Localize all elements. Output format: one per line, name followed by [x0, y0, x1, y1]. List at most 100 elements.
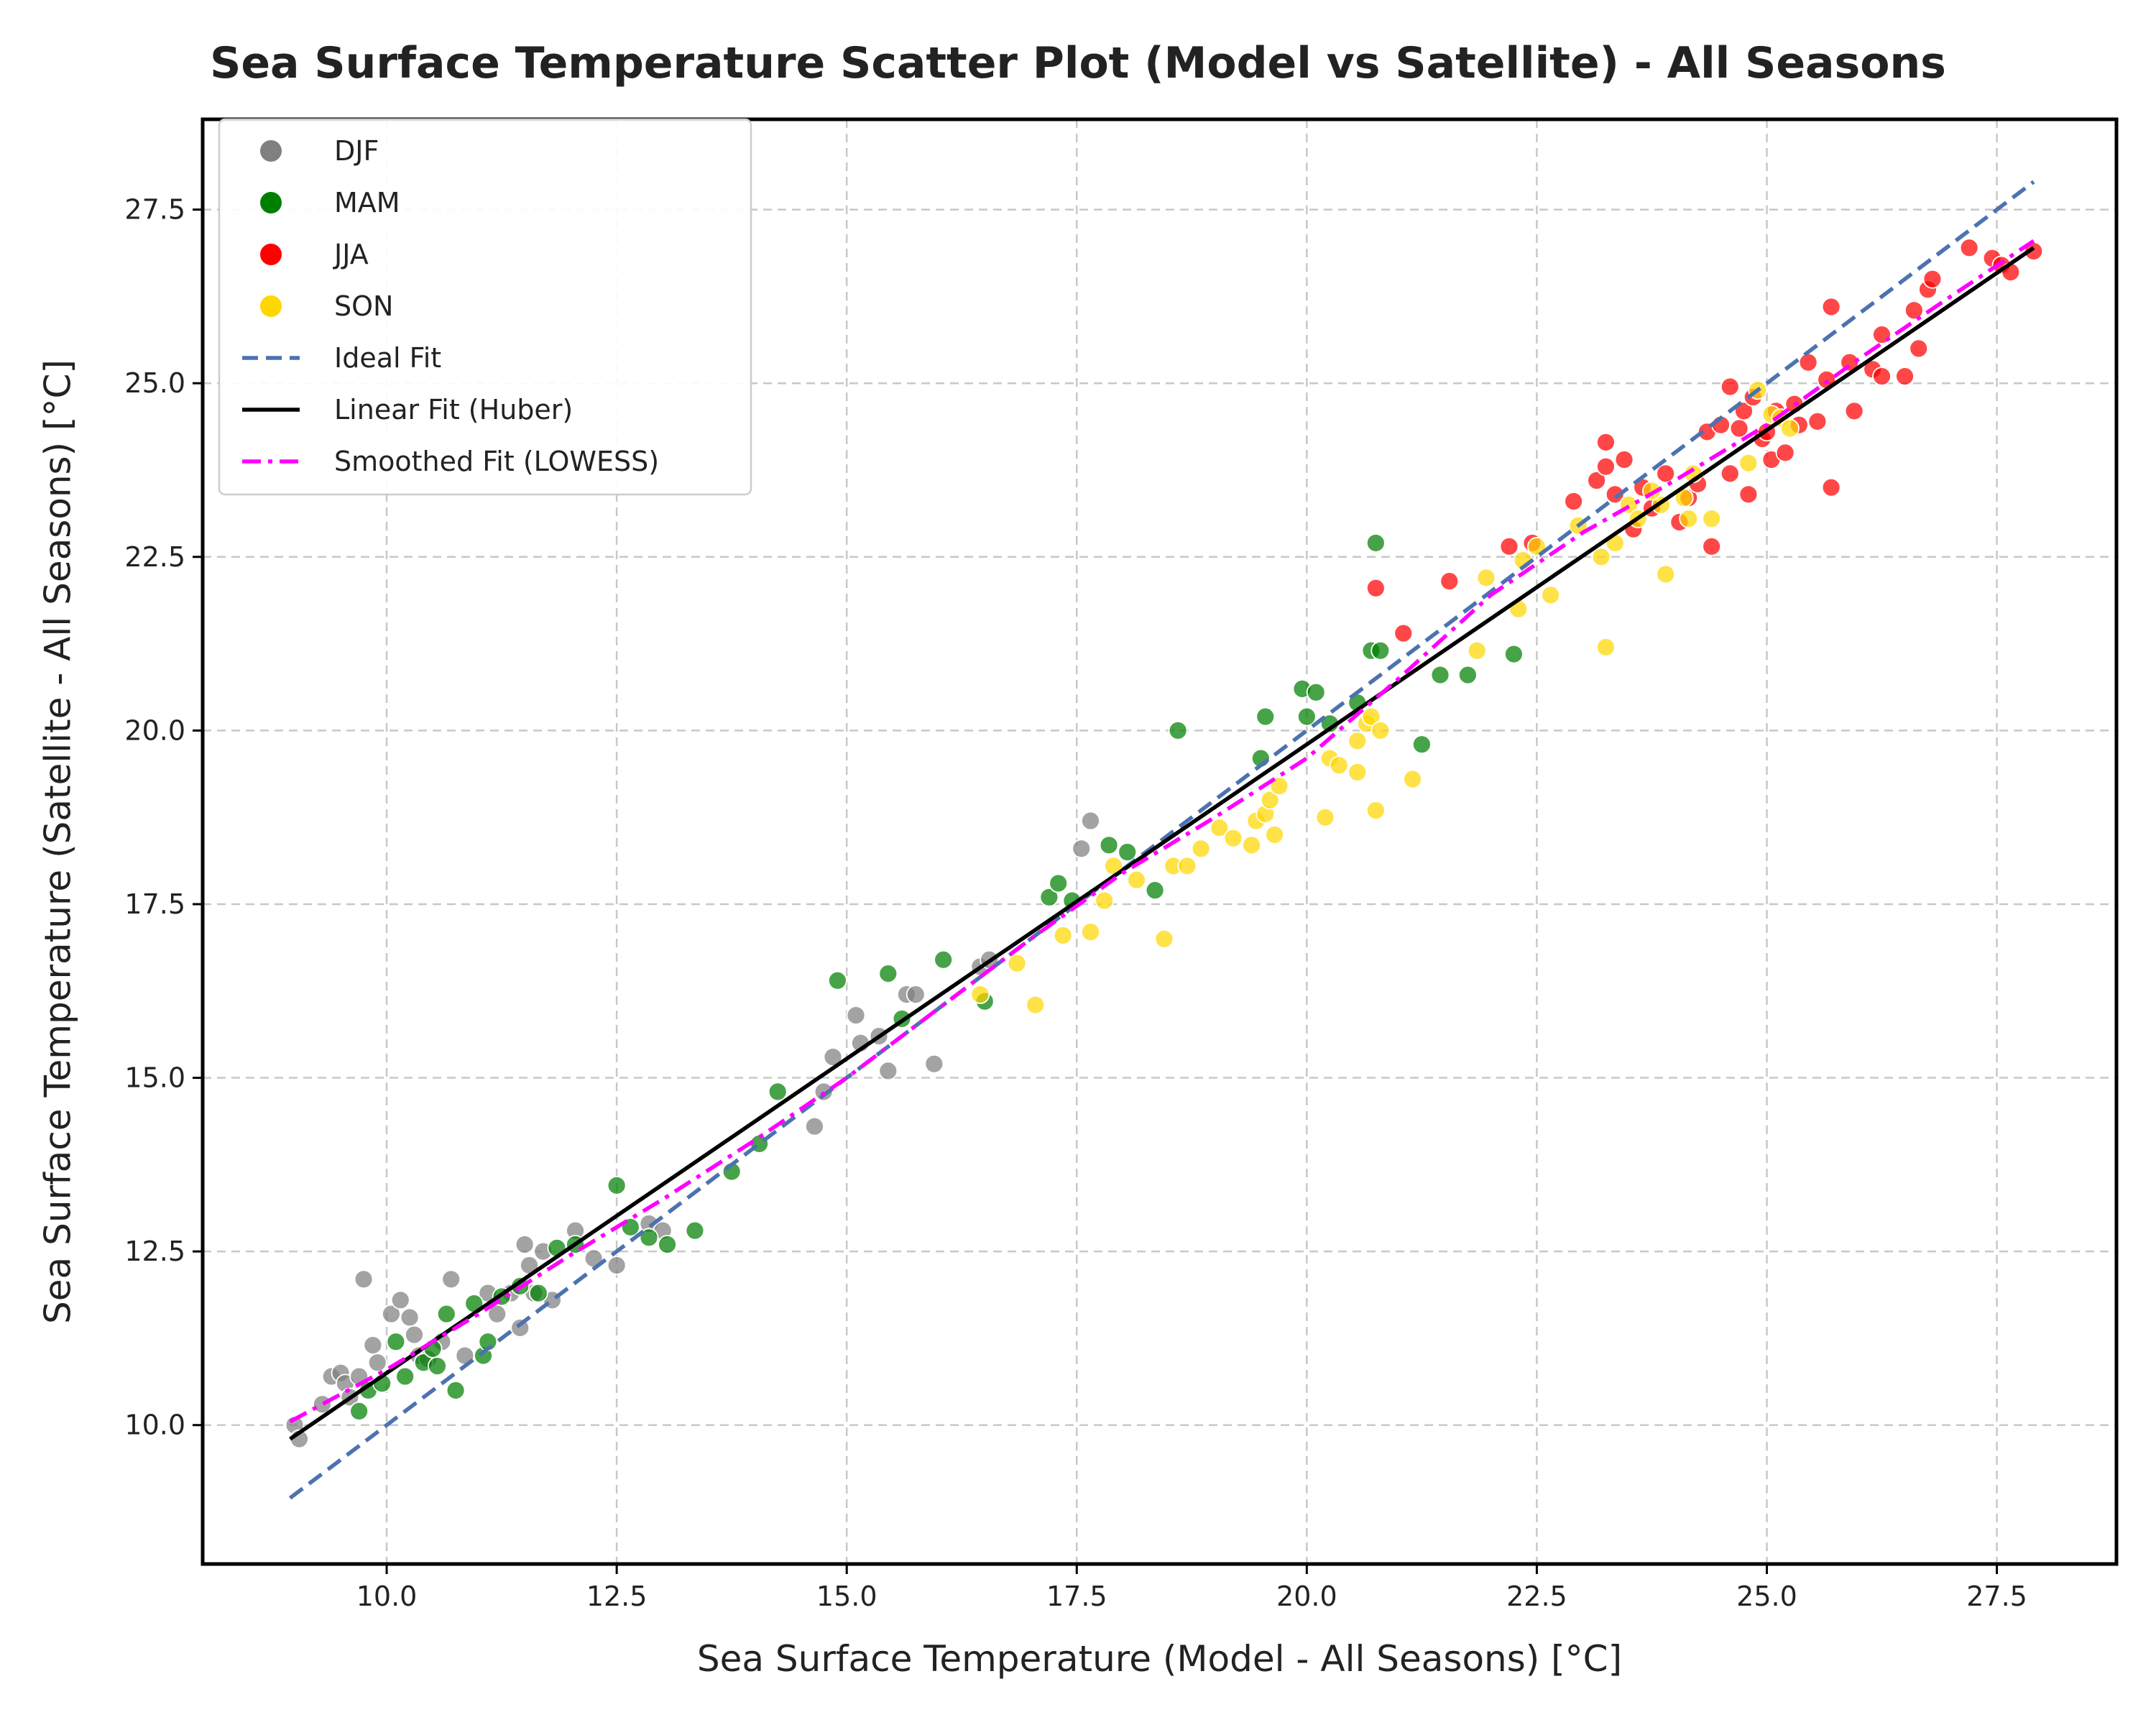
linear-fit-huber-line: [289, 246, 2035, 1441]
son-point: [1596, 638, 1616, 657]
mam-point: [768, 1082, 788, 1102]
djf-point: [906, 985, 926, 1004]
djf-point: [924, 1054, 944, 1074]
y-tick-label: 17.5: [124, 888, 185, 920]
legend-label: SON: [334, 290, 393, 322]
mam-point: [349, 1402, 369, 1421]
jja-point: [1844, 401, 1864, 421]
jja-point: [1872, 367, 1892, 386]
legend-marker: [260, 295, 282, 317]
son-point: [1177, 856, 1197, 876]
mam-point: [1039, 887, 1059, 907]
series-son: [970, 380, 1800, 1015]
mam-point: [528, 1283, 548, 1303]
jja-point: [1587, 471, 1607, 490]
legend-label: JJA: [333, 239, 369, 270]
djf-point: [804, 1116, 824, 1136]
mam-point: [1145, 880, 1165, 901]
x-tick-label: 20.0: [1276, 1581, 1337, 1612]
djf-point: [382, 1304, 401, 1324]
son-point: [1315, 807, 1335, 827]
mam-point: [1365, 533, 1386, 553]
mam-point: [395, 1366, 415, 1386]
mam-point: [1099, 835, 1119, 855]
mam-point: [1296, 707, 1317, 727]
x-tick-label: 25.0: [1736, 1581, 1797, 1612]
legend-item-smoothed-fit-lowess: Smoothed Fit (LOWESS): [242, 446, 659, 477]
plot-frame: [201, 117, 2119, 1566]
mam-point: [827, 970, 847, 990]
djf-point: [878, 1061, 898, 1081]
jja-point: [1656, 464, 1676, 484]
mam-point: [658, 1235, 677, 1254]
jja-point: [1734, 401, 1754, 421]
son-point: [1656, 564, 1676, 584]
jja-point: [1922, 269, 1943, 289]
legend-label: Linear Fit (Huber): [334, 394, 573, 426]
mam-point: [428, 1356, 447, 1376]
djf-point: [1081, 811, 1100, 831]
y-tick-label: 22.5: [124, 541, 185, 573]
legend-item-ideal-fit: Ideal Fit: [242, 342, 441, 374]
son-point: [1081, 922, 1100, 942]
djf-point: [363, 1335, 383, 1356]
chart-title: Sea Surface Temperature Scatter Plot (Mo…: [210, 38, 1946, 88]
y-tick-label: 10.0: [124, 1409, 185, 1441]
mam-point: [878, 964, 898, 984]
legend-marker: [260, 244, 282, 265]
jja-point: [1738, 484, 1759, 505]
mam-point: [1504, 644, 1524, 664]
legend-item-son: SON: [260, 290, 393, 322]
djf-point: [441, 1269, 461, 1289]
legend-item-jja: JJA: [260, 239, 369, 270]
mam-point: [1049, 873, 1069, 893]
djf-point: [515, 1235, 535, 1254]
jja-point: [1499, 536, 1519, 556]
djf-point: [354, 1269, 374, 1289]
djf-point: [1072, 839, 1092, 859]
mam-point: [685, 1220, 705, 1241]
x-axis-label: Sea Surface Temperature (Model - All Sea…: [697, 1638, 1622, 1680]
jja-point: [1393, 623, 1414, 643]
smoothed-fit-lowess-line: [289, 239, 2035, 1424]
mam-point: [386, 1332, 406, 1352]
son-point: [1191, 839, 1211, 859]
son-point: [1329, 755, 1349, 776]
legend-marker: [260, 192, 282, 213]
jja-point: [1775, 443, 1795, 463]
x-tick-label: 15.0: [816, 1581, 877, 1612]
x-tick-label: 17.5: [1046, 1581, 1107, 1612]
son-point: [1026, 995, 1046, 1015]
x-tick-label: 10.0: [356, 1581, 418, 1612]
son-point: [1591, 547, 1611, 567]
legend-item-djf: DJF: [260, 135, 379, 167]
djf-point: [846, 1006, 866, 1025]
legend-label: MAM: [334, 187, 400, 218]
jja-point: [1821, 297, 1841, 317]
jja-point: [1365, 578, 1386, 598]
mam-point: [1118, 842, 1138, 862]
plot-area: [285, 180, 2044, 1500]
jja-point: [1720, 377, 1740, 397]
son-point: [1679, 509, 1699, 529]
mam-point: [1411, 735, 1432, 755]
son-point: [1242, 835, 1261, 855]
legend-item-mam: MAM: [260, 187, 400, 218]
son-point: [1223, 828, 1243, 848]
mam-point: [934, 949, 954, 970]
son-point: [1738, 453, 1759, 473]
mam-point: [1430, 665, 1450, 685]
son-point: [1269, 776, 1289, 796]
mam-point: [1168, 720, 1188, 740]
jja-point: [1605, 484, 1625, 505]
jja-point: [1729, 418, 1749, 438]
axis-ticks: 10.0 12.5 15.0 17.5 20.0 22.5 25.0 27.5 10.0 12.5…: [124, 194, 2027, 1612]
jja-point: [1959, 238, 1979, 258]
legend-label: Smoothed Fit (LOWESS): [334, 446, 659, 477]
son-point: [1780, 418, 1800, 438]
son-point: [1541, 585, 1561, 605]
son-point: [1210, 818, 1230, 838]
y-tick-label: 27.5: [124, 194, 185, 226]
legend-label: Ideal Fit: [334, 342, 441, 374]
